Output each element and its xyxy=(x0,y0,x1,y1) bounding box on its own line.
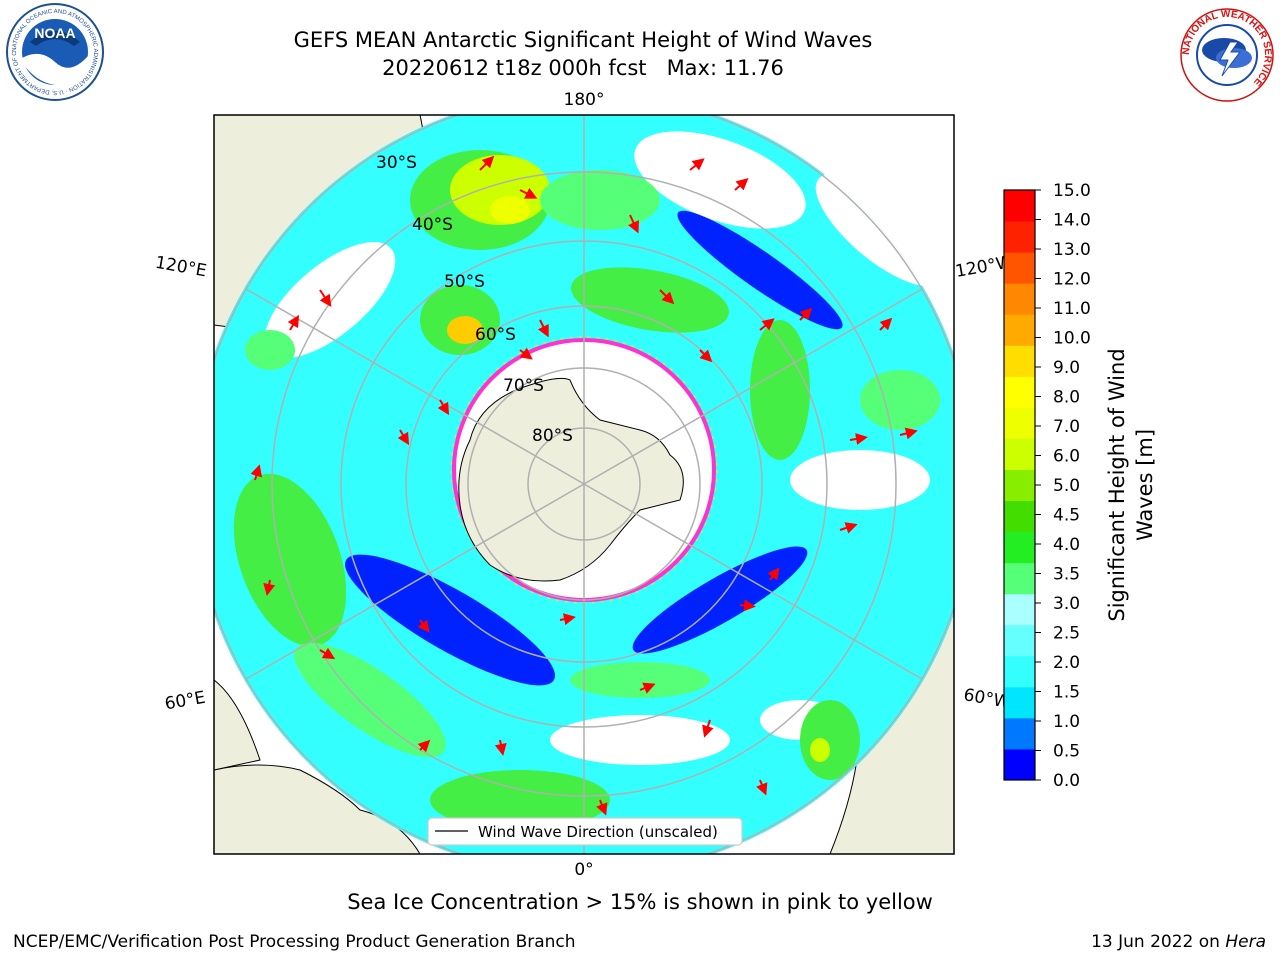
colorbar-tick-label: 1.0 xyxy=(1053,712,1080,732)
lon-label-180: 180° xyxy=(564,90,605,110)
colorbar-tick-label: 10.0 xyxy=(1053,329,1091,349)
footer-right: 13 Jun 2022 on Hera xyxy=(1091,932,1266,952)
colorbar-tick-label: 11.0 xyxy=(1053,299,1091,319)
colorbar-tick-label: 3.5 xyxy=(1053,565,1080,585)
colorbar-segment xyxy=(1004,500,1035,533)
colorbar-tick-label: 15.0 xyxy=(1053,181,1091,201)
lat-label-60s: 60°S xyxy=(475,325,516,345)
colorbar-ticks: 0.0 0.5 1.0 1.5 2.0 2.5 3.0 3.5 4.0 4.5 5.0 6.0 7.0 8… xyxy=(1035,181,1091,791)
colorbar-title-line1: Significant Height of Wind xyxy=(1105,348,1129,621)
colorbar xyxy=(1004,190,1035,781)
lon-label-120e: 120°E xyxy=(154,253,208,282)
map-frame xyxy=(213,114,955,855)
land-madagascar-region xyxy=(214,679,261,771)
footer-date: 13 Jun 2022 on xyxy=(1091,932,1226,952)
colorbar-segment xyxy=(1004,221,1035,253)
chart-title: GEFS MEAN Antarctic Significant Height o… xyxy=(293,28,873,52)
noaa-logo: NOAA NATIONAL OCEANIC AND ATMOSPHERIC AD… xyxy=(0,0,104,101)
colorbar-tick-label: 6.0 xyxy=(1053,447,1080,467)
colorbar-segment xyxy=(1004,562,1035,595)
colorbar-tick-label: 9.0 xyxy=(1053,358,1080,378)
colorbar-segment xyxy=(1004,314,1035,346)
map-legend: Wind Wave Direction (unscaled) xyxy=(427,817,743,846)
colorbar-tick-label: 0.5 xyxy=(1053,742,1080,762)
colorbar-segment xyxy=(1004,624,1035,657)
colorbar-tick-label: 1.5 xyxy=(1053,683,1080,703)
colorbar-tick-label: 12.0 xyxy=(1053,270,1091,290)
lon-label-0: 0° xyxy=(574,860,593,880)
colorbar-segment xyxy=(1004,748,1035,781)
colorbar-segment xyxy=(1004,407,1035,439)
lat-label-80s: 80°S xyxy=(532,426,573,446)
colorbar-tick-label: 4.0 xyxy=(1053,535,1080,555)
colorbar-tick-label: 5.0 xyxy=(1053,476,1080,496)
colorbar-segment xyxy=(1004,438,1035,470)
lat-label-50s: 50°S xyxy=(444,272,485,292)
colorbar-tick-label: 8.0 xyxy=(1053,388,1080,408)
legend-label: Wind Wave Direction (unscaled) xyxy=(478,823,718,841)
sea-ice-caption: Sea Ice Concentration > 15% is shown in … xyxy=(347,890,933,914)
colorbar-tick-label: 14.0 xyxy=(1053,211,1091,231)
footer-machine: Hera xyxy=(1225,932,1266,952)
colorbar-segment xyxy=(1004,376,1035,408)
nws-logo: NATIONAL WEATHER SERVICE xyxy=(1180,8,1274,102)
colorbar-segment xyxy=(1004,345,1035,377)
lat-label-30s: 30°S xyxy=(376,153,417,173)
lat-label-70s: 70°S xyxy=(503,376,544,396)
colorbar-tick-label: 7.0 xyxy=(1053,417,1080,437)
land-antarctica xyxy=(458,377,684,582)
wind-wave-arrows xyxy=(250,155,918,816)
colorbar-tick-label: 3.0 xyxy=(1053,594,1080,614)
colorbar-tick-label: 13.0 xyxy=(1053,240,1091,260)
colorbar-segment xyxy=(1004,283,1035,315)
map-content xyxy=(214,115,954,854)
colorbar-tick-label: 0.0 xyxy=(1053,771,1080,791)
colorbar-segment xyxy=(1004,252,1035,284)
colorbar-segment xyxy=(1004,717,1035,750)
graticule xyxy=(214,115,954,854)
footer-left: NCEP/EMC/Verification Post Processing Pr… xyxy=(13,932,576,952)
colorbar-segment xyxy=(1004,655,1035,688)
lon-label-60e: 60°E xyxy=(163,688,207,715)
colorbar-title-line2: Waves [m] xyxy=(1133,429,1157,541)
colorbar-tick-label: 4.5 xyxy=(1053,506,1080,526)
colorbar-segment xyxy=(1004,593,1035,626)
land-africa xyxy=(214,764,421,854)
colorbar-segment xyxy=(1004,686,1035,719)
colorbar-tick-label: 2.5 xyxy=(1053,624,1080,644)
chart-subtitle: 20220612 t18z 000h fcst Max: 11.76 xyxy=(382,56,784,80)
colorbar-segment xyxy=(1004,531,1035,564)
colorbar-segment xyxy=(1004,469,1035,502)
colorbar-segment xyxy=(1004,190,1035,222)
noaa-logo-text: NOAA xyxy=(34,25,75,41)
lat-label-40s: 40°S xyxy=(412,215,453,235)
colorbar-tick-label: 2.0 xyxy=(1053,653,1080,673)
